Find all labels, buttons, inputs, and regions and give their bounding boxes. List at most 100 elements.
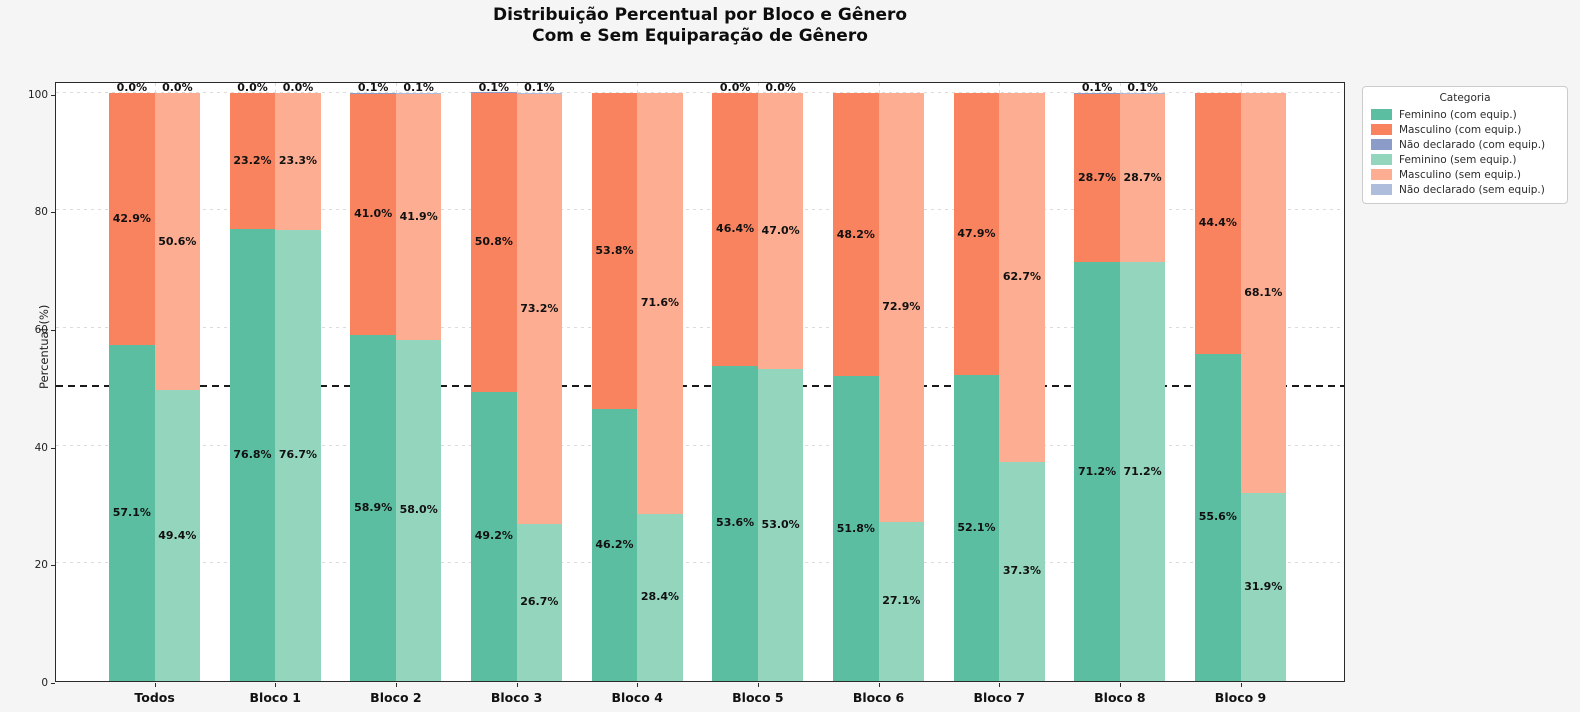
- legend-label: Não declarado (com equip.): [1399, 138, 1546, 151]
- stacked-bar: [833, 81, 879, 681]
- value-label: 53.8%: [595, 244, 634, 257]
- nd-value-label: 0.1%: [403, 80, 434, 94]
- bar-segment: [1074, 93, 1120, 263]
- value-label: 53.0%: [761, 518, 800, 532]
- bar-segment: [712, 92, 758, 366]
- bar-segment: [229, 229, 276, 681]
- value-label: 68.1%: [1244, 286, 1283, 300]
- stacked-bar: [516, 81, 563, 681]
- value-label: 47.9%: [957, 226, 996, 240]
- x-tick-label: Bloco 5: [732, 690, 784, 705]
- bar-segment: [833, 92, 879, 377]
- stacked-bar: [1074, 81, 1120, 681]
- gridline-y: [56, 327, 1344, 329]
- legend-swatch: [1371, 109, 1392, 120]
- value-label: 23.3%: [278, 154, 318, 168]
- value-label: 47.0%: [761, 224, 800, 237]
- legend-entry: Feminino (com equip.): [1371, 107, 1559, 122]
- legend-label: Masculino (sem equip.): [1399, 168, 1522, 181]
- legend-label: Feminino (sem equip.): [1399, 153, 1517, 166]
- x-tick-mark: [1119, 683, 1121, 687]
- bar-segment: [229, 92, 276, 230]
- legend-entry: Masculino (com equip.): [1371, 122, 1559, 137]
- nd-value-label: 0.0%: [237, 80, 268, 94]
- y-tick-label: 60: [34, 324, 48, 337]
- legend-entry: Feminino (sem equip.): [1371, 152, 1559, 167]
- stacked-bar: [471, 81, 517, 681]
- stacked-bar: [878, 81, 925, 681]
- stacked-bar: [1195, 81, 1241, 681]
- x-tick-label: Bloco 3: [490, 690, 543, 705]
- bar-segment: [712, 365, 758, 681]
- bar-segment: [154, 92, 201, 391]
- bar-segment: [350, 92, 396, 94]
- value-label: 46.4%: [716, 222, 755, 236]
- legend-swatch: [1371, 139, 1392, 150]
- value-label: 28.4%: [640, 590, 680, 604]
- value-label: 48.2%: [836, 227, 875, 241]
- stacked-bar: [591, 81, 638, 681]
- bar-segment: [516, 523, 563, 681]
- nd-value-label: 0.1%: [1081, 80, 1113, 94]
- x-tick-mark: [1240, 683, 1242, 687]
- stacked-bar: [1240, 81, 1287, 681]
- x-tick-label: Bloco 2: [370, 690, 422, 705]
- y-tick-label: 20: [34, 559, 48, 572]
- bar-segment: [350, 334, 396, 681]
- bar-segment: [757, 92, 804, 370]
- value-label: 55.6%: [1198, 510, 1237, 524]
- y-tick-mark: [51, 94, 55, 96]
- value-label: 52.1%: [957, 520, 996, 534]
- value-label: 50.8%: [474, 235, 513, 249]
- legend-entry: Não declarado (sem equip.): [1371, 182, 1559, 197]
- stacked-bar: [109, 81, 155, 681]
- x-tick-label: Bloco 6: [852, 690, 905, 705]
- y-tick-label: 0: [41, 677, 48, 689]
- legend: Categoria Feminino (com equip.) Masculino…: [1362, 86, 1568, 204]
- x-tick-label: Bloco 1: [249, 690, 301, 705]
- value-label: 49.2%: [474, 529, 513, 543]
- bar-segment: [1074, 262, 1120, 681]
- value-label: 71.6%: [640, 296, 680, 310]
- bar-segment: [516, 93, 563, 524]
- nd-value-label: 0.0%: [282, 80, 314, 94]
- value-label: 72.9%: [882, 300, 921, 314]
- value-label: 28.7%: [1078, 170, 1117, 184]
- legend-label: Masculino (com equip.): [1399, 123, 1522, 136]
- bar-segment: [1074, 92, 1120, 94]
- y-tick-mark: [51, 565, 55, 567]
- bar-segment: [591, 92, 638, 410]
- value-label: 42.9%: [112, 211, 151, 225]
- stacked-bar: [953, 81, 1000, 681]
- bar-segment: [1240, 493, 1287, 681]
- y-tick-mark: [51, 447, 55, 449]
- bar-segment: [637, 513, 683, 681]
- x-tick-label: Bloco 8: [1094, 690, 1146, 705]
- bar-segment: [833, 376, 879, 681]
- nd-value-label: 0.0%: [719, 80, 751, 94]
- value-label: 57.1%: [112, 506, 151, 520]
- x-tick-mark: [878, 683, 880, 687]
- x-tick-mark: [154, 683, 156, 687]
- bar-segment: [275, 229, 321, 681]
- value-label: 44.4%: [1198, 216, 1237, 230]
- value-label: 26.7%: [520, 595, 559, 609]
- value-label: 71.2%: [1123, 464, 1162, 478]
- value-label: 58.9%: [354, 500, 393, 514]
- bar-segment: [591, 409, 638, 681]
- bar-segment: [516, 92, 563, 94]
- legend-swatch: [1371, 154, 1392, 165]
- stacked-bar: [395, 81, 442, 681]
- bar-segment: [953, 374, 1000, 681]
- value-label: 28.7%: [1123, 170, 1162, 184]
- legend-label: Feminino (com equip.): [1399, 108, 1517, 121]
- stacked-bar: [275, 81, 321, 681]
- bar-segment: [637, 92, 683, 514]
- value-label: 71.2%: [1078, 464, 1117, 478]
- x-tick-mark: [516, 683, 518, 687]
- stacked-bar: [999, 81, 1045, 681]
- plot-area: 0 20 40 60 80 100 Todos 57.1% 42.9% 0.0% 49.4% 50.6…: [28, 80, 1345, 705]
- bar-segment: [109, 92, 155, 346]
- bar-segment: [999, 461, 1045, 681]
